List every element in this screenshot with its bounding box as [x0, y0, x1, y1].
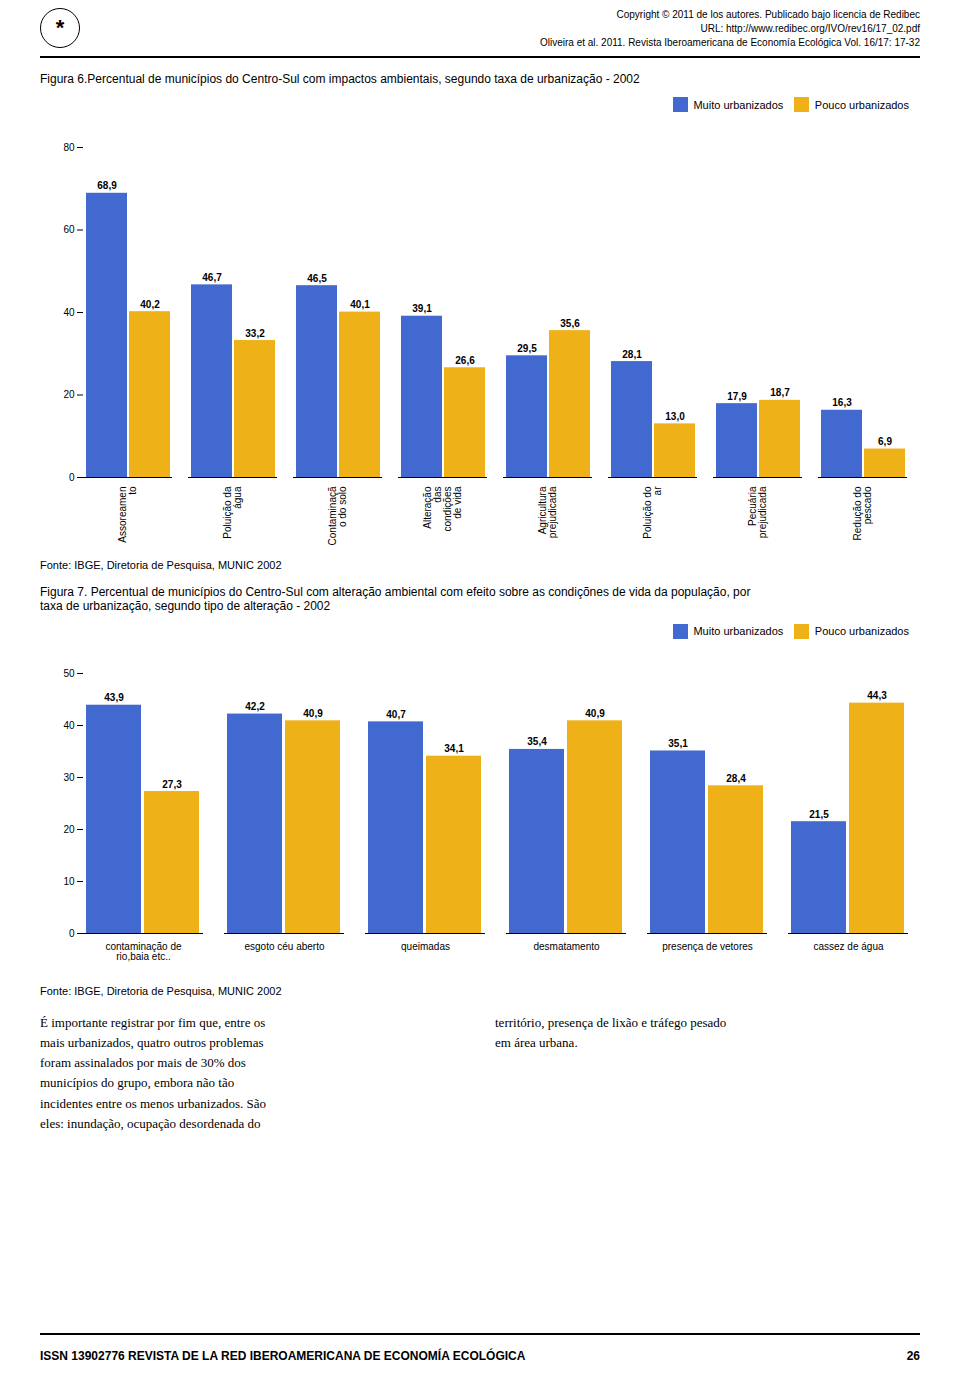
- svg-text:40,9: 40,9: [303, 708, 323, 719]
- svg-text:0: 0: [69, 928, 75, 939]
- svg-text:40,2: 40,2: [140, 298, 160, 309]
- html-text:URL: http://www.redibec.org/IV: URL: http://www.redibec.org/IVO/rev16/17…: [700, 23, 920, 34]
- html-text:Fonte: IBGE, Diretoria de Pesq: Fonte: IBGE, Diretoria de Pesquisa, MUNI…: [40, 558, 282, 571]
- html-text:Figura 6.Percentual de municíp: Figura 6.Percentual de municípios do Cen…: [40, 72, 640, 86]
- html-text:Fonte: IBGE, Diretoria de Pesq: Fonte: IBGE, Diretoria de Pesquisa, MUNI…: [40, 985, 282, 997]
- svg-text:68,9: 68,9: [97, 180, 117, 191]
- svg-text:10: 10: [63, 876, 75, 887]
- svg-text:33,2: 33,2: [245, 327, 265, 338]
- svg-text:Pecuáriaprejudicada: Pecuáriaprejudicada: [747, 486, 768, 538]
- html-text:Muito urbanizados: Muito urbanizados: [693, 98, 784, 111]
- svg-text:0: 0: [69, 471, 75, 482]
- html-text:Copyright © 2011 de los autore: Copyright © 2011 de los autores. Publica…: [616, 9, 920, 20]
- svg-text:Redução dopescado: Redução dopescado: [852, 486, 873, 540]
- svg-text:desmatamento: desmatamento: [533, 941, 600, 952]
- svg-text:46,5: 46,5: [307, 272, 327, 283]
- html-text:Muito urbanizados: Muito urbanizados: [693, 625, 784, 637]
- html-text:território, presença de lixão: território, presença de lixão e tráfego …: [495, 1015, 727, 1051]
- svg-text:13,0: 13,0: [665, 410, 685, 421]
- svg-text:Contaminação do solo: Contaminação do solo: [327, 486, 348, 545]
- svg-text:28,1: 28,1: [622, 348, 642, 359]
- svg-text:Alteraçãodascondiçõesde vida: Alteraçãodascondiçõesde vida: [422, 486, 463, 531]
- svg-text:80: 80: [63, 141, 75, 152]
- svg-text:Agriculturaprejudicada: Agriculturaprejudicada: [537, 486, 558, 538]
- svg-text:contaminação derio,baia etc..: contaminação derio,baia etc..: [105, 941, 182, 962]
- html-text:Figura 7. Percentual de municí: Figura 7. Percentual de municípios do Ce…: [40, 584, 751, 613]
- svg-text:44,3: 44,3: [867, 690, 887, 701]
- svg-text:queimadas: queimadas: [401, 941, 450, 952]
- svg-text:60: 60: [63, 224, 75, 235]
- svg-text:40,7: 40,7: [386, 709, 406, 720]
- svg-text:35,4: 35,4: [527, 736, 547, 747]
- html-text:Pouco urbanizados: Pouco urbanizados: [814, 625, 909, 637]
- svg-text:6,9: 6,9: [878, 436, 892, 447]
- svg-text:29,5: 29,5: [517, 342, 537, 353]
- svg-text:42,2: 42,2: [245, 701, 265, 712]
- svg-text:cassez de água: cassez de água: [813, 941, 883, 952]
- html-text:ISSN 13902776 REVISTA DE LA RE: ISSN 13902776 REVISTA DE LA RED IBEROAME…: [40, 1349, 526, 1363]
- svg-text:26,6: 26,6: [455, 354, 475, 365]
- svg-text:35,1: 35,1: [668, 738, 688, 749]
- svg-text:20: 20: [63, 824, 75, 835]
- svg-text:30: 30: [63, 772, 75, 783]
- svg-text:50: 50: [63, 668, 75, 679]
- svg-text:20: 20: [63, 389, 75, 400]
- svg-text:21,5: 21,5: [809, 809, 829, 820]
- svg-text:18,7: 18,7: [770, 387, 790, 398]
- svg-text:Poluição daágua: Poluição daágua: [222, 486, 243, 539]
- svg-text:40,1: 40,1: [350, 299, 370, 310]
- svg-text:27,3: 27,3: [162, 779, 182, 790]
- svg-text:28,4: 28,4: [726, 773, 746, 784]
- svg-text:40: 40: [63, 720, 75, 731]
- svg-text:esgoto céu aberto: esgoto céu aberto: [244, 941, 324, 952]
- html-text:É importante registrar por fim: É importante registrar por fim que, entr…: [40, 1015, 266, 1131]
- svg-text:40,9: 40,9: [585, 708, 605, 719]
- svg-text:43,9: 43,9: [104, 692, 124, 703]
- svg-text:35,6: 35,6: [560, 317, 580, 328]
- svg-text:46,7: 46,7: [202, 271, 222, 282]
- svg-text:16,3: 16,3: [832, 397, 852, 408]
- svg-text:40: 40: [63, 306, 75, 317]
- html-text:Pouco urbanizados: Pouco urbanizados: [814, 98, 909, 111]
- svg-text:Poluição doar: Poluição doar: [642, 485, 663, 538]
- html-text:26: 26: [906, 1349, 920, 1363]
- svg-text:34,1: 34,1: [444, 743, 464, 754]
- svg-text:presença de vetores: presença de vetores: [662, 941, 753, 952]
- svg-text:39,1: 39,1: [412, 303, 432, 314]
- svg-text:17,9: 17,9: [727, 390, 747, 401]
- html-text:Oliveira et al. 2011. Revista: Oliveira et al. 2011. Revista Iberoameri…: [540, 37, 920, 48]
- svg-text:Assoreamento: Assoreamento: [117, 486, 138, 543]
